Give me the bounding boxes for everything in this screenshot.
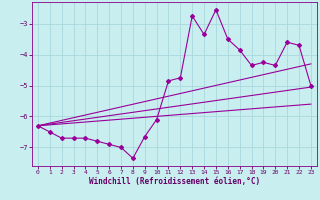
X-axis label: Windchill (Refroidissement éolien,°C): Windchill (Refroidissement éolien,°C) [89,177,260,186]
